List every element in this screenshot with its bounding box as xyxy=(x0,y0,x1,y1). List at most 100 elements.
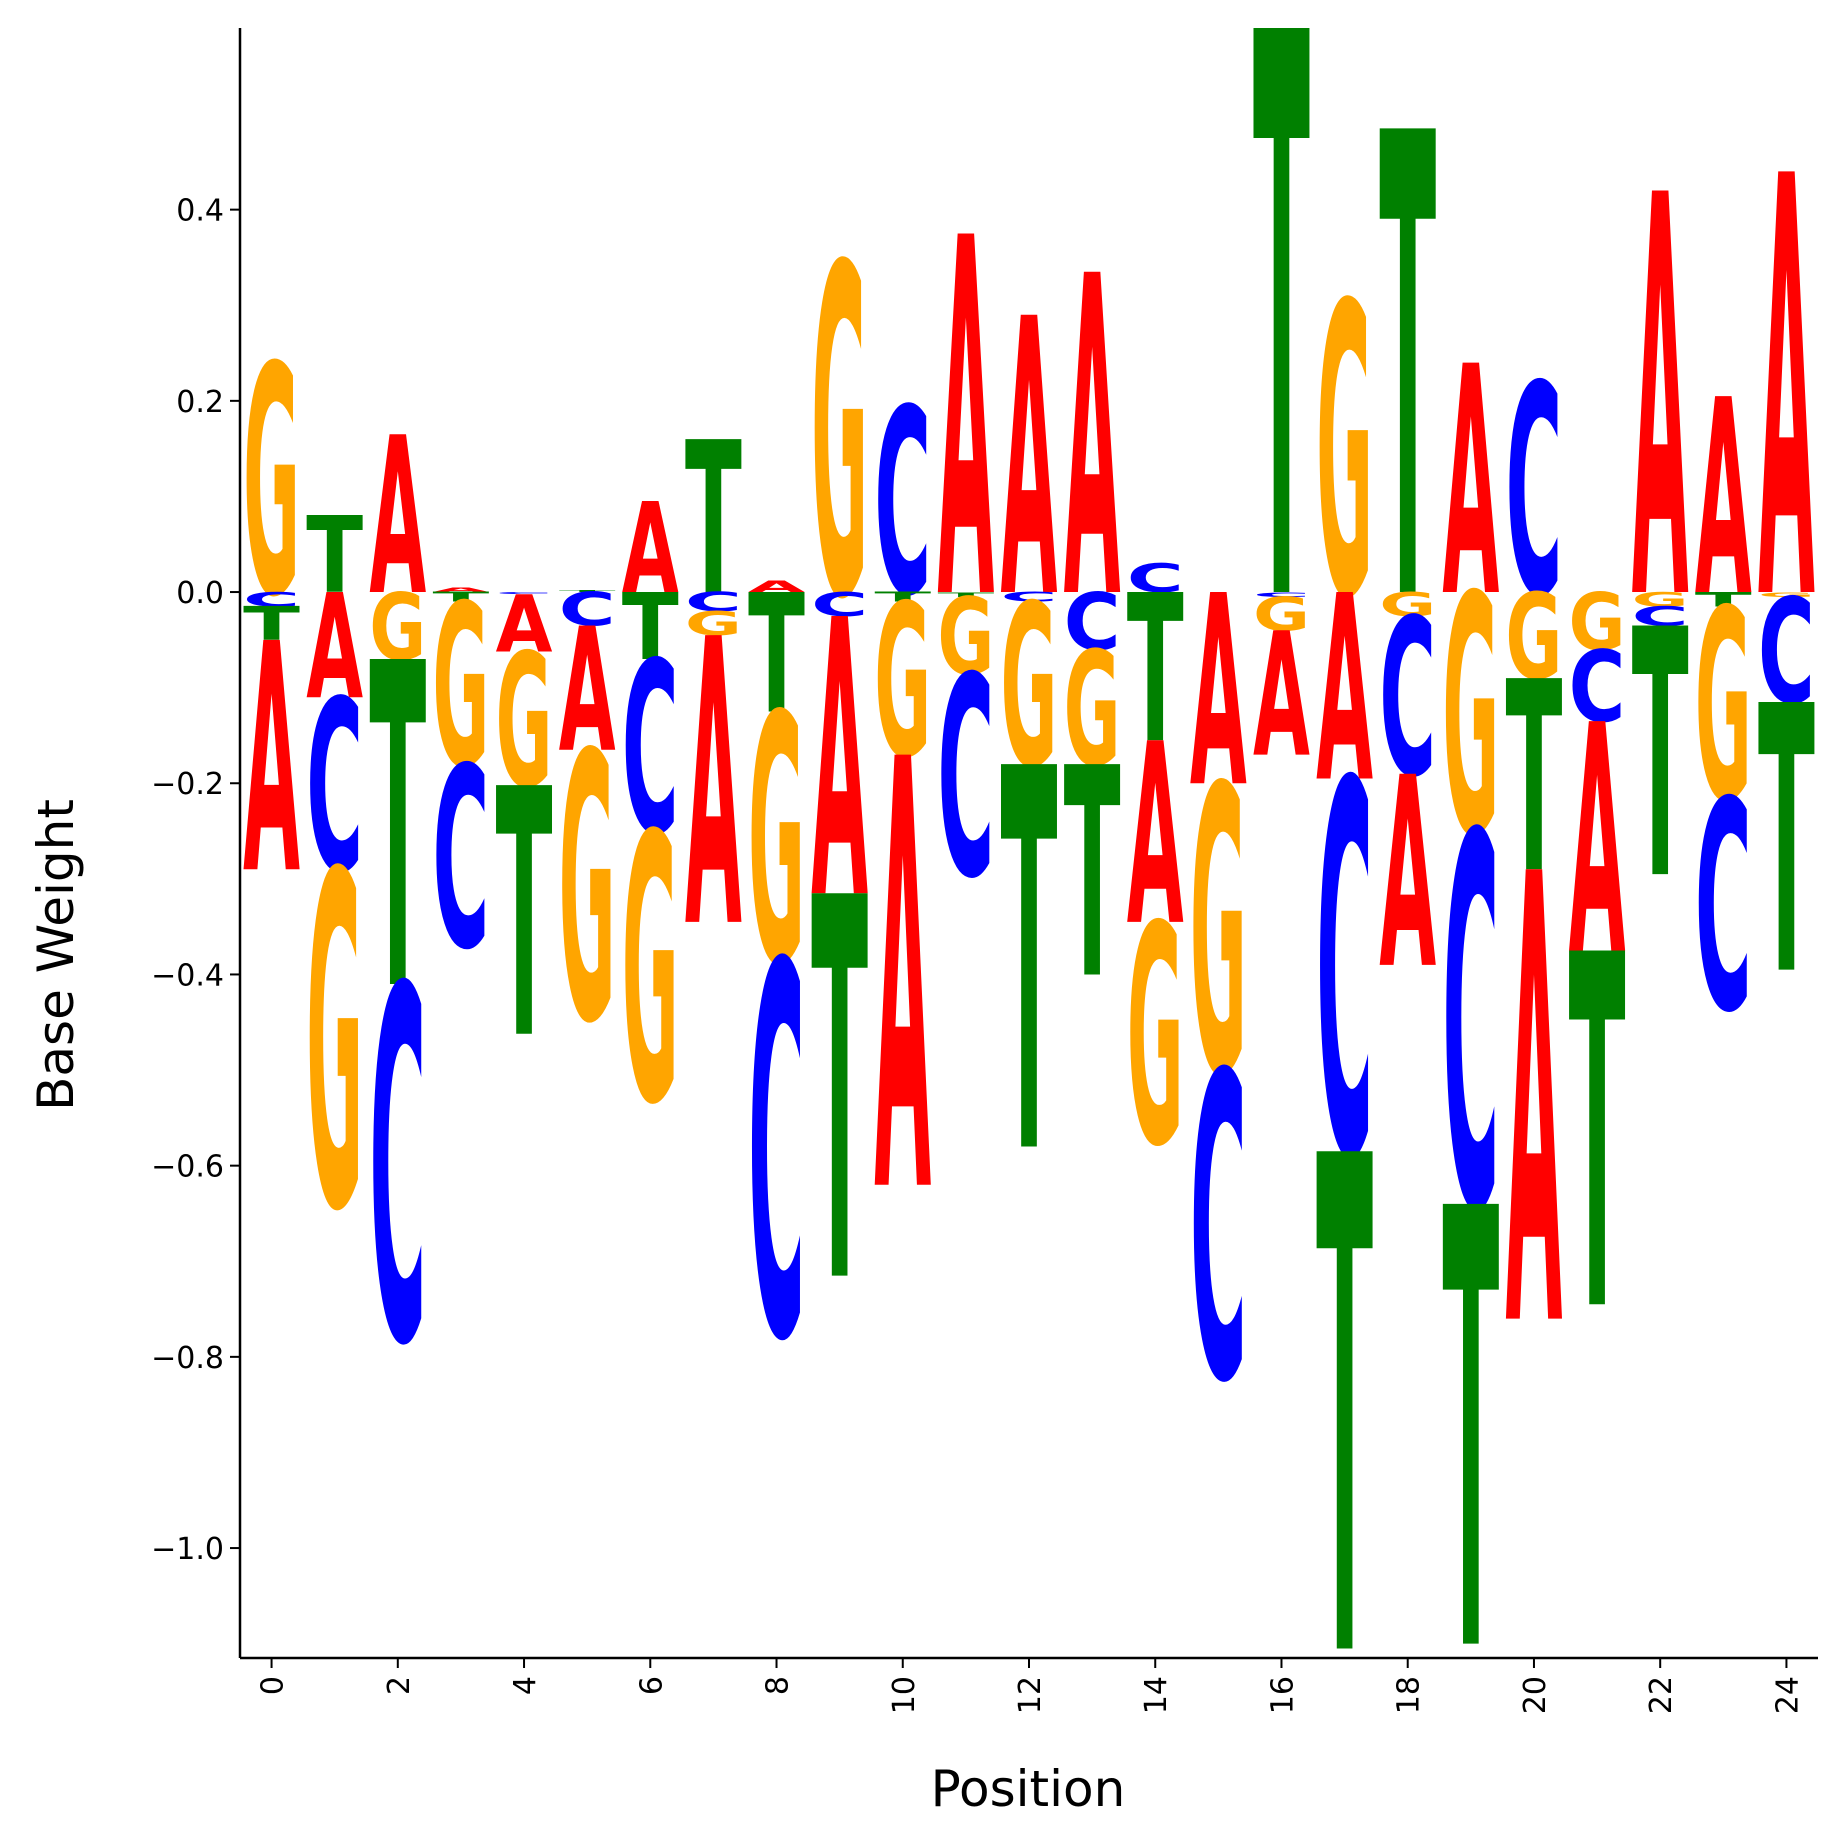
x-tick-label: 16 xyxy=(1265,1676,1300,1714)
logo-letter-T-pos-2: T xyxy=(369,570,426,1090)
logo-letter-C-pos-0: C xyxy=(243,589,300,612)
logo-letter-G-pos-6: G xyxy=(622,760,679,1187)
logo-letter-C-pos-24: C xyxy=(1758,570,1815,737)
logo-letter-G-pos-1: G xyxy=(306,779,363,1313)
logo-letter-G-pos-3: G xyxy=(433,557,490,816)
logo-letter-C-pos-7: C xyxy=(685,587,742,618)
logo-letter-C-pos-9: C xyxy=(811,586,868,624)
logo-letter-G-pos-12: G xyxy=(1001,557,1058,816)
logo-letter-C-pos-11: C xyxy=(937,618,994,939)
logo-letter-T-pos-4: T xyxy=(496,718,553,1115)
logo-letter-G-pos-21: G xyxy=(1569,577,1626,668)
logo-letter-A-pos-13: A xyxy=(1064,186,1121,697)
x-tick-label: 24 xyxy=(1770,1676,1805,1714)
logo-letter-A-pos-0: A xyxy=(243,577,300,943)
logo-letter-T-pos-6: T xyxy=(622,574,679,681)
logo-letter-A-pos-7: A xyxy=(685,556,742,1015)
logo-letter-A-pos-6: A xyxy=(622,478,679,623)
logo-letter-G-pos-20: G xyxy=(1506,568,1563,706)
logo-letter-G-pos-22: G xyxy=(1632,588,1689,611)
logo-letter-T-pos-5: T xyxy=(559,590,616,593)
logo-letter-T-pos-3: T xyxy=(433,590,490,605)
logo-letter-A-pos-12: A xyxy=(1001,239,1058,682)
logo-letter-T-pos-1: T xyxy=(306,496,363,618)
y-tick-label: −0.4 xyxy=(151,958,224,993)
y-tick-label: 0.2 xyxy=(176,385,224,420)
logo-letter-T-pos-18: T xyxy=(1379,2,1436,742)
logo-letter-T-pos-8: T xyxy=(748,559,805,751)
logo-letter-G-pos-15: G xyxy=(1190,705,1247,1163)
logo-letter-C-pos-18: C xyxy=(1379,574,1436,826)
logo-letter-A-pos-2: A xyxy=(369,392,426,644)
logo-letter-A-pos-8: A xyxy=(748,578,805,596)
x-tick-label: 20 xyxy=(1518,1676,1553,1714)
y-tick-label: −0.2 xyxy=(151,767,224,802)
logo-letter-A-pos-24: A xyxy=(1758,56,1815,728)
logo-letter-C-pos-13: C xyxy=(1064,578,1121,669)
y-axis-title: Base Weight xyxy=(27,799,85,1111)
logo-letter-T-pos-11: T xyxy=(937,591,994,599)
x-tick-label: 22 xyxy=(1644,1676,1679,1714)
logo-letter-G-pos-8: G xyxy=(748,645,805,1041)
logo-letter-T-pos-14: T xyxy=(1127,552,1184,789)
logo-letter-C-pos-20: C xyxy=(1506,324,1563,660)
logo-letter-G-pos-16: G xyxy=(1253,588,1310,641)
logo-letter-A-pos-11: A xyxy=(937,136,994,708)
logo-letter-A-pos-23: A xyxy=(1695,344,1752,656)
logo-letter-T-pos-9: T xyxy=(811,788,868,1400)
logo-letter-C-pos-8: C xyxy=(748,859,805,1455)
logo-letter-A-pos-18: A xyxy=(1379,722,1436,1027)
logo-letter-G-pos-10: G xyxy=(874,560,931,804)
logo-letter-T-pos-23: T xyxy=(1695,589,1752,612)
logo-letter-C-pos-16: C xyxy=(1253,591,1310,599)
logo-letter-A-pos-5: A xyxy=(559,591,616,790)
logo-letter-G-pos-4: G xyxy=(496,614,553,828)
logo-letter-G-pos-2: G xyxy=(369,575,426,681)
logo-letter-C-pos-17: C xyxy=(1316,677,1373,1273)
logo-letter-G-pos-18: G xyxy=(1379,586,1436,624)
x-tick-label: 14 xyxy=(1139,1676,1174,1714)
logo-letter-T-pos-16: T xyxy=(1253,0,1310,775)
logo-letter-C-pos-14: C xyxy=(1127,556,1184,601)
logo-letter-T-pos-24: T xyxy=(1758,629,1815,1057)
logo-letter-A-pos-16: A xyxy=(1253,596,1310,795)
logo-letter-A-pos-15: A xyxy=(1190,541,1247,846)
logo-letter-A-pos-20: A xyxy=(1506,747,1563,1465)
logo-letter-G-pos-17: G xyxy=(1316,221,1373,686)
x-tick-label: 12 xyxy=(1013,1676,1048,1714)
logo-letter-G-pos-13: G xyxy=(1064,618,1121,802)
logo-letter-T-pos-19: T xyxy=(1442,1083,1499,1786)
logo-letter-C-pos-23: C xyxy=(1695,740,1752,1076)
logo-letter-G-pos-9: G xyxy=(811,174,868,700)
logo-letter-C-pos-22: C xyxy=(1632,601,1689,632)
logo-letter-T-pos-0: T xyxy=(243,598,300,651)
logo-letter-T-pos-21: T xyxy=(1569,855,1626,1419)
logo-letter-G-pos-0: G xyxy=(243,299,300,666)
logo-letter-G-pos-14: G xyxy=(1127,862,1184,1213)
logo-letter-A-pos-9: A xyxy=(811,540,868,983)
logo-letter-G-pos-19: G xyxy=(1442,527,1499,909)
logo-letter-G-pos-7: G xyxy=(685,605,742,643)
logo-letter-A-pos-19: A xyxy=(1442,300,1499,666)
logo-letter-A-pos-17: A xyxy=(1316,542,1373,840)
logo-letter-C-pos-10: C xyxy=(874,355,931,653)
logo-letter-G-pos-11: G xyxy=(937,577,994,699)
x-tick-label: 4 xyxy=(508,1676,543,1695)
logo-letter-C-pos-6: C xyxy=(622,613,679,887)
x-tick-label: 6 xyxy=(634,1676,669,1695)
x-tick-label: 0 xyxy=(256,1676,291,1695)
x-tick-label: 18 xyxy=(1392,1676,1427,1714)
logo-letter-T-pos-20: T xyxy=(1506,625,1563,931)
logo-letter-C-pos-15: C xyxy=(1190,988,1247,1476)
logo-letter-A-pos-14: A xyxy=(1127,693,1184,982)
logo-letter-T-pos-22: T xyxy=(1632,558,1689,955)
logo-letter-T-pos-13: T xyxy=(1064,708,1121,1044)
logo-letter-C-pos-21: C xyxy=(1569,630,1626,744)
logo-letter-C-pos-12: C xyxy=(1001,590,1058,605)
axes: −1.0−0.8−0.6−0.4−0.20.00.20.40 2 4 6 8 10 12 14… xyxy=(151,28,1818,1714)
logo-letter-A-pos-4: A xyxy=(496,578,553,670)
logo-letter-G-pos-5: G xyxy=(559,678,616,1105)
logo-letter-C-pos-4: C xyxy=(496,592,553,595)
